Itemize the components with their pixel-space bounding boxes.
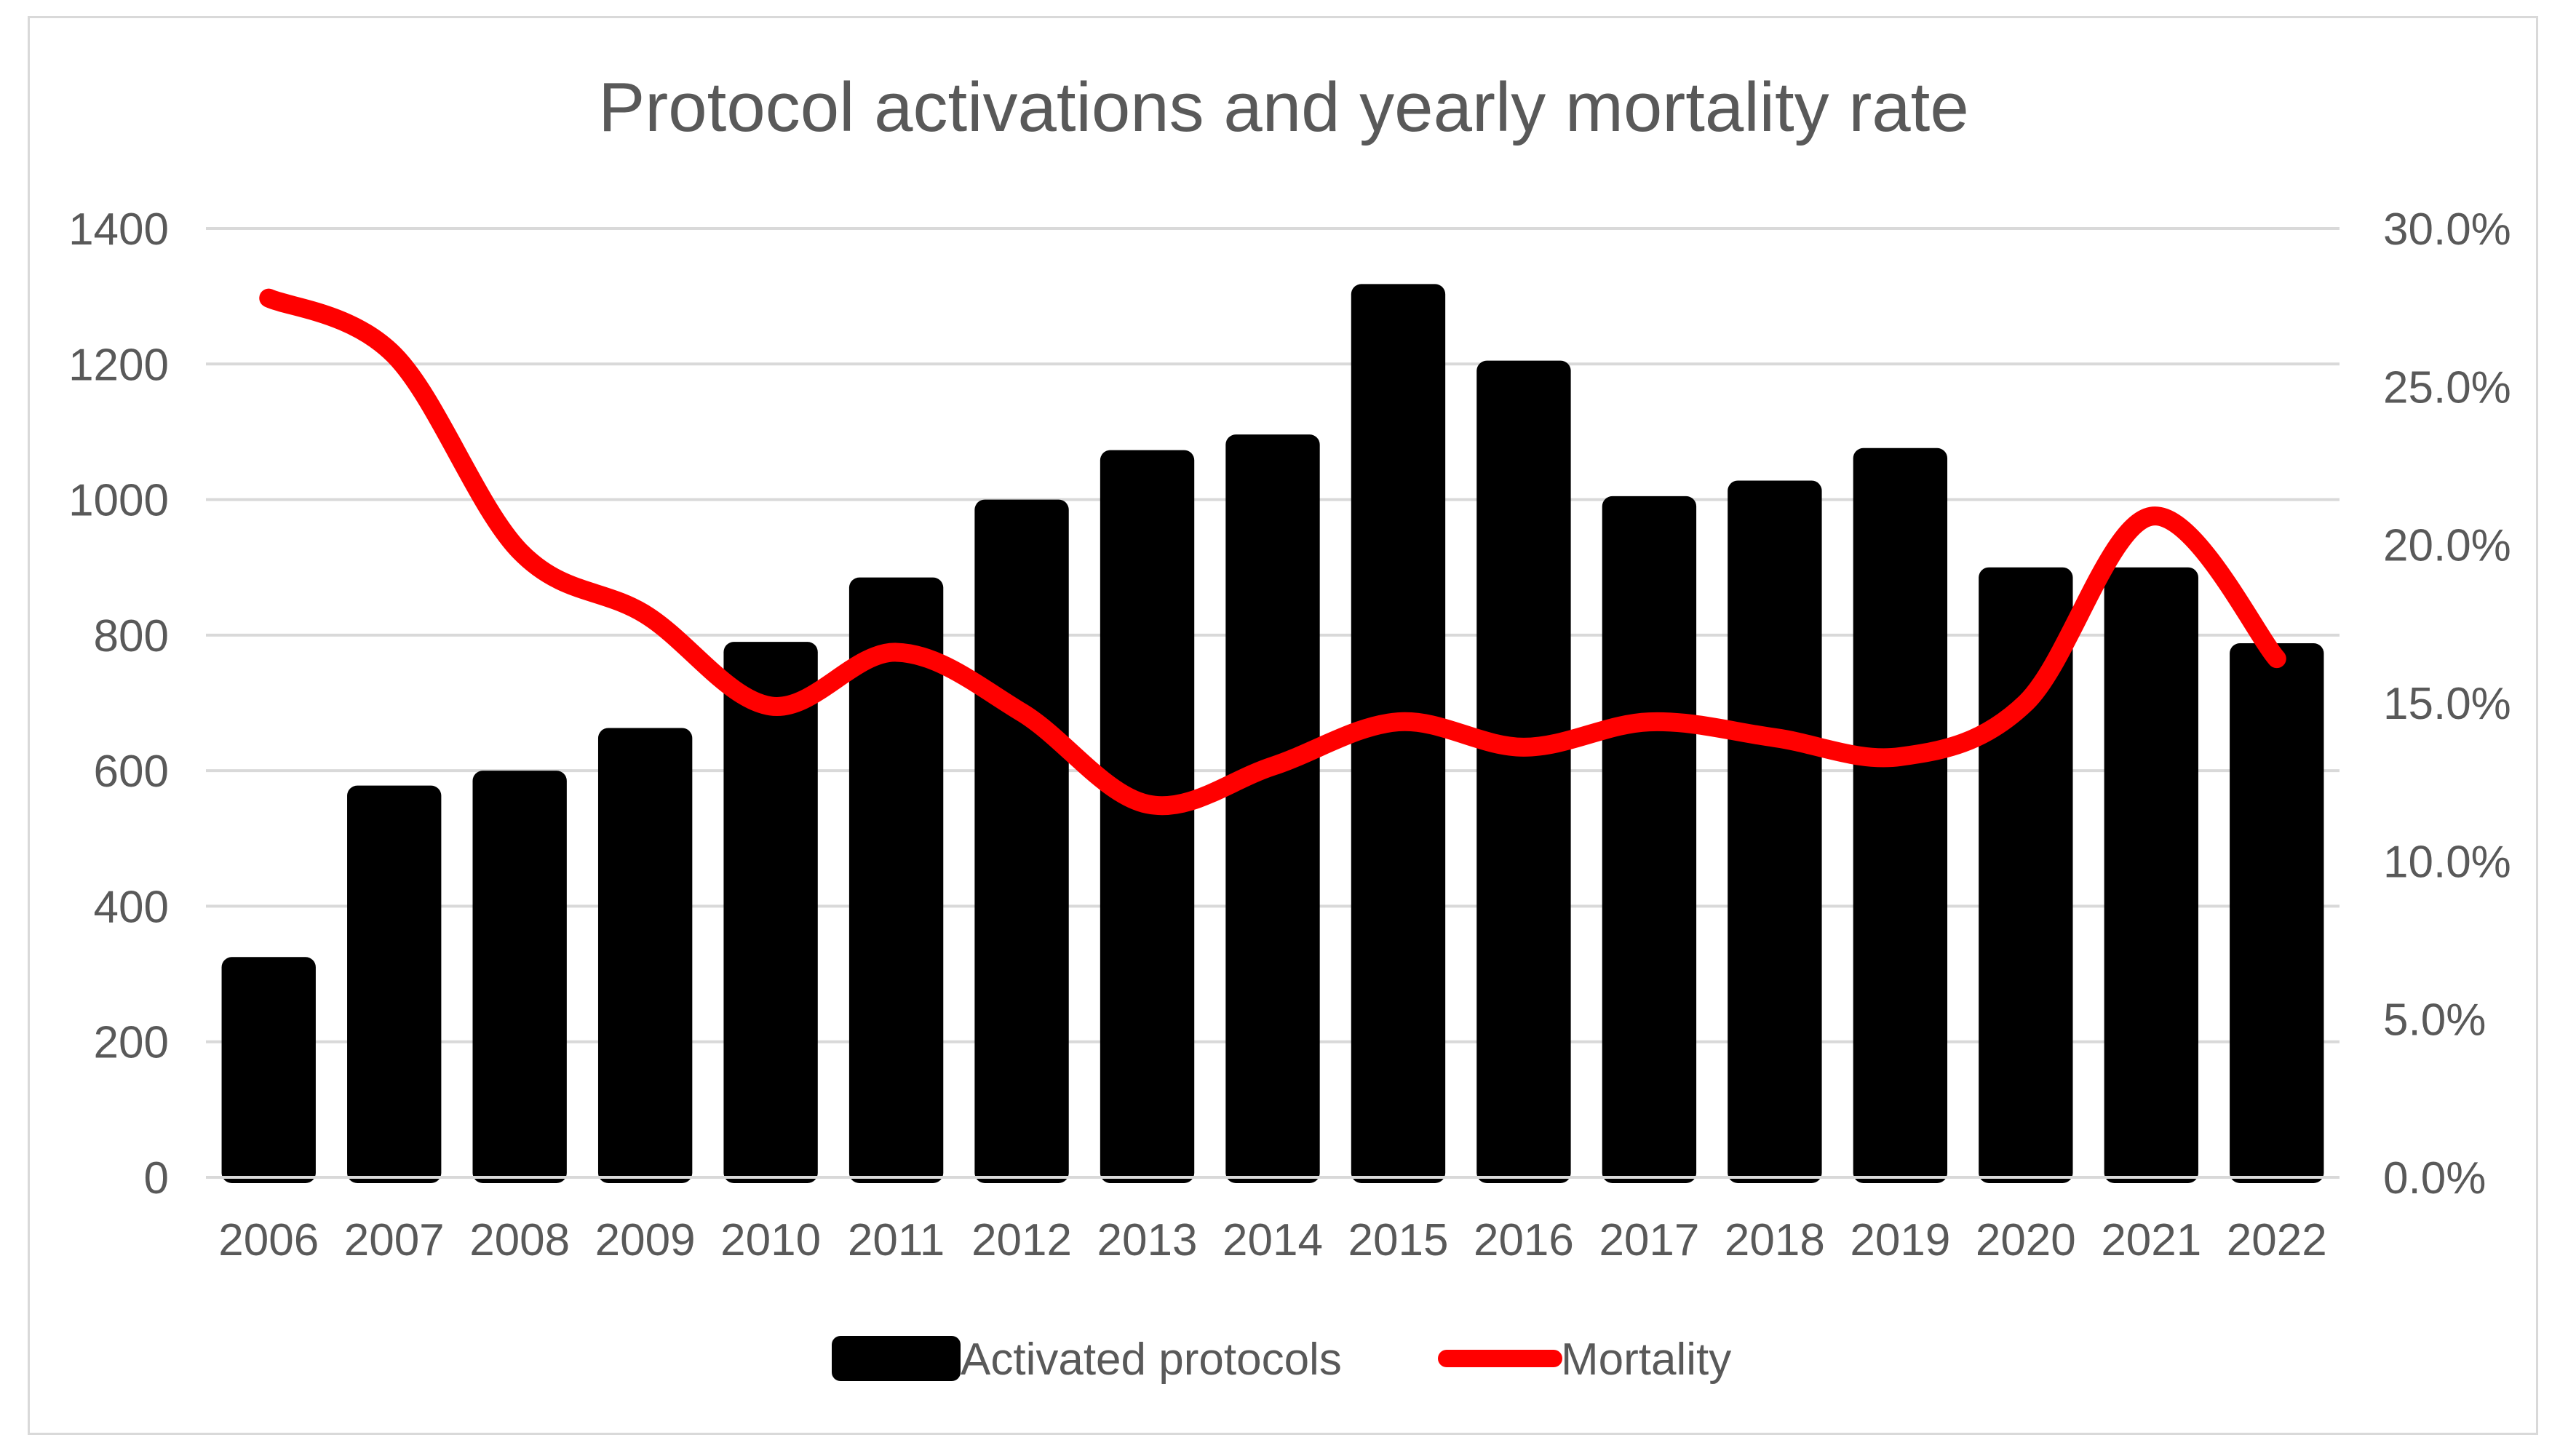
bar-2014 [1225, 434, 1320, 1183]
right-tick-label: 20.0% [2383, 521, 2511, 571]
right-tick-label: 15.0% [2383, 679, 2511, 729]
right-tick-label: 30.0% [2383, 204, 2511, 255]
x-axis-ticks: 2006 2007 2008 2009 2010 2011 2012 2013 2014 2015… [218, 1215, 2326, 1265]
legend-label-mortality: Mortality [1561, 1334, 1731, 1385]
bar-2019 [1853, 447, 1948, 1183]
x-tick-label: 2008 [469, 1215, 570, 1265]
x-tick-label: 2014 [1223, 1215, 1323, 1265]
left-tick-label: 1200 [68, 340, 169, 390]
bar-2012 [974, 499, 1069, 1183]
bar-2007 [347, 785, 442, 1183]
x-tick-label: 2015 [1348, 1215, 1449, 1265]
left-tick-label: 600 [94, 747, 169, 797]
x-tick-label: 2009 [595, 1215, 696, 1265]
x-tick-label: 2012 [971, 1215, 1072, 1265]
left-tick-label: 200 [94, 1018, 169, 1068]
bar-2021 [2104, 567, 2198, 1183]
bar-2022 [2230, 643, 2324, 1183]
bar-2008 [472, 771, 567, 1183]
left-tick-label: 400 [94, 882, 169, 932]
x-tick-label: 2019 [1850, 1215, 1950, 1265]
mortality-line [259, 288, 2286, 816]
x-tick-label: 2007 [344, 1215, 445, 1265]
bar-2010 [723, 642, 818, 1183]
x-tick-label: 2022 [2227, 1215, 2327, 1265]
right-tick-label: 0.0% [2383, 1153, 2486, 1204]
legend-swatch-activated-protocols [832, 1336, 961, 1381]
left-tick-label: 1400 [68, 204, 169, 255]
x-tick-label: 2021 [2101, 1215, 2201, 1265]
bar-series [221, 284, 2324, 1184]
right-axis-ticks: 0.0% 5.0% 10.0% 15.0% 20.0% 25.0% 30.0% [2383, 204, 2511, 1204]
right-tick-label: 25.0% [2383, 362, 2511, 413]
x-tick-label: 2013 [1097, 1215, 1198, 1265]
chart-title: Protocol activations and yearly mortalit… [598, 68, 1968, 146]
bar-2011 [848, 577, 944, 1183]
bar-2006 [221, 957, 316, 1183]
left-axis-ticks: 0 200 400 600 800 1000 1200 1400 [68, 204, 169, 1204]
bar-2016 [1476, 360, 1571, 1184]
right-tick-label: 10.0% [2383, 837, 2511, 887]
left-tick-label: 800 [94, 611, 169, 661]
bar-2013 [1100, 450, 1195, 1183]
left-tick-label: 1000 [68, 476, 169, 526]
x-tick-label: 2016 [1474, 1215, 1574, 1265]
x-tick-label: 2006 [218, 1215, 319, 1265]
legend-label-activated-protocols: Activated protocols [961, 1334, 1342, 1385]
x-tick-label: 2020 [1976, 1215, 2076, 1265]
x-tick-label: 2017 [1599, 1215, 1699, 1265]
legend: Activated protocols Mortality [832, 1334, 1731, 1385]
x-tick-label: 2018 [1725, 1215, 1825, 1265]
bar-2009 [597, 728, 693, 1183]
x-tick-label: 2011 [848, 1215, 945, 1265]
mortality-series [259, 288, 2286, 816]
bar-2017 [1602, 496, 1697, 1183]
right-tick-label: 5.0% [2383, 995, 2486, 1046]
bar-2015 [1351, 284, 1446, 1183]
x-tick-label: 2010 [720, 1215, 821, 1265]
left-tick-label: 0 [144, 1153, 169, 1204]
bar-2018 [1728, 480, 1822, 1183]
